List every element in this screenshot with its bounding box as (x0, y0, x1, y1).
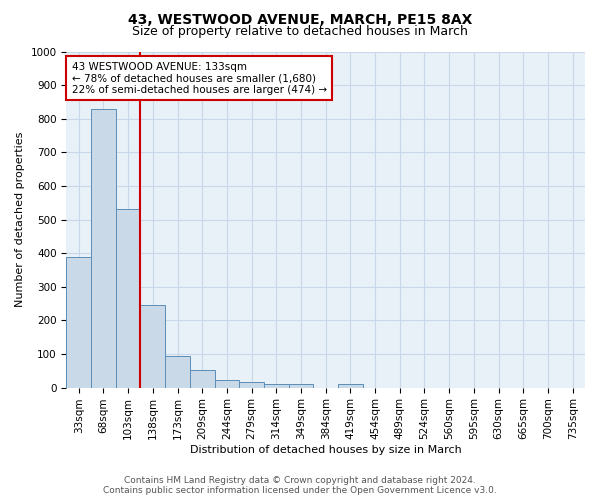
Bar (289, 384, 313, 388)
Bar (140, 306, 165, 388)
Bar (67, 256, 91, 388)
Bar (264, 384, 289, 388)
Y-axis label: Number of detached properties: Number of detached properties (15, 132, 25, 307)
Bar (91, 108, 116, 388)
Text: Size of property relative to detached houses in March: Size of property relative to detached ho… (132, 25, 468, 38)
Text: 43, WESTWOOD AVENUE, MARCH, PE15 8AX: 43, WESTWOOD AVENUE, MARCH, PE15 8AX (128, 12, 472, 26)
Bar (239, 382, 264, 388)
X-axis label: Distribution of detached houses by size in March: Distribution of detached houses by size … (190, 445, 461, 455)
Bar (215, 380, 239, 388)
Text: 43 WESTWOOD AVENUE: 133sqm
← 78% of detached houses are smaller (1,680)
22% of s: 43 WESTWOOD AVENUE: 133sqm ← 78% of deta… (71, 62, 327, 95)
Bar (165, 356, 190, 388)
Bar (190, 370, 215, 388)
Text: Contains HM Land Registry data © Crown copyright and database right 2024.
Contai: Contains HM Land Registry data © Crown c… (103, 476, 497, 495)
Bar (116, 210, 140, 388)
Bar (338, 384, 363, 388)
